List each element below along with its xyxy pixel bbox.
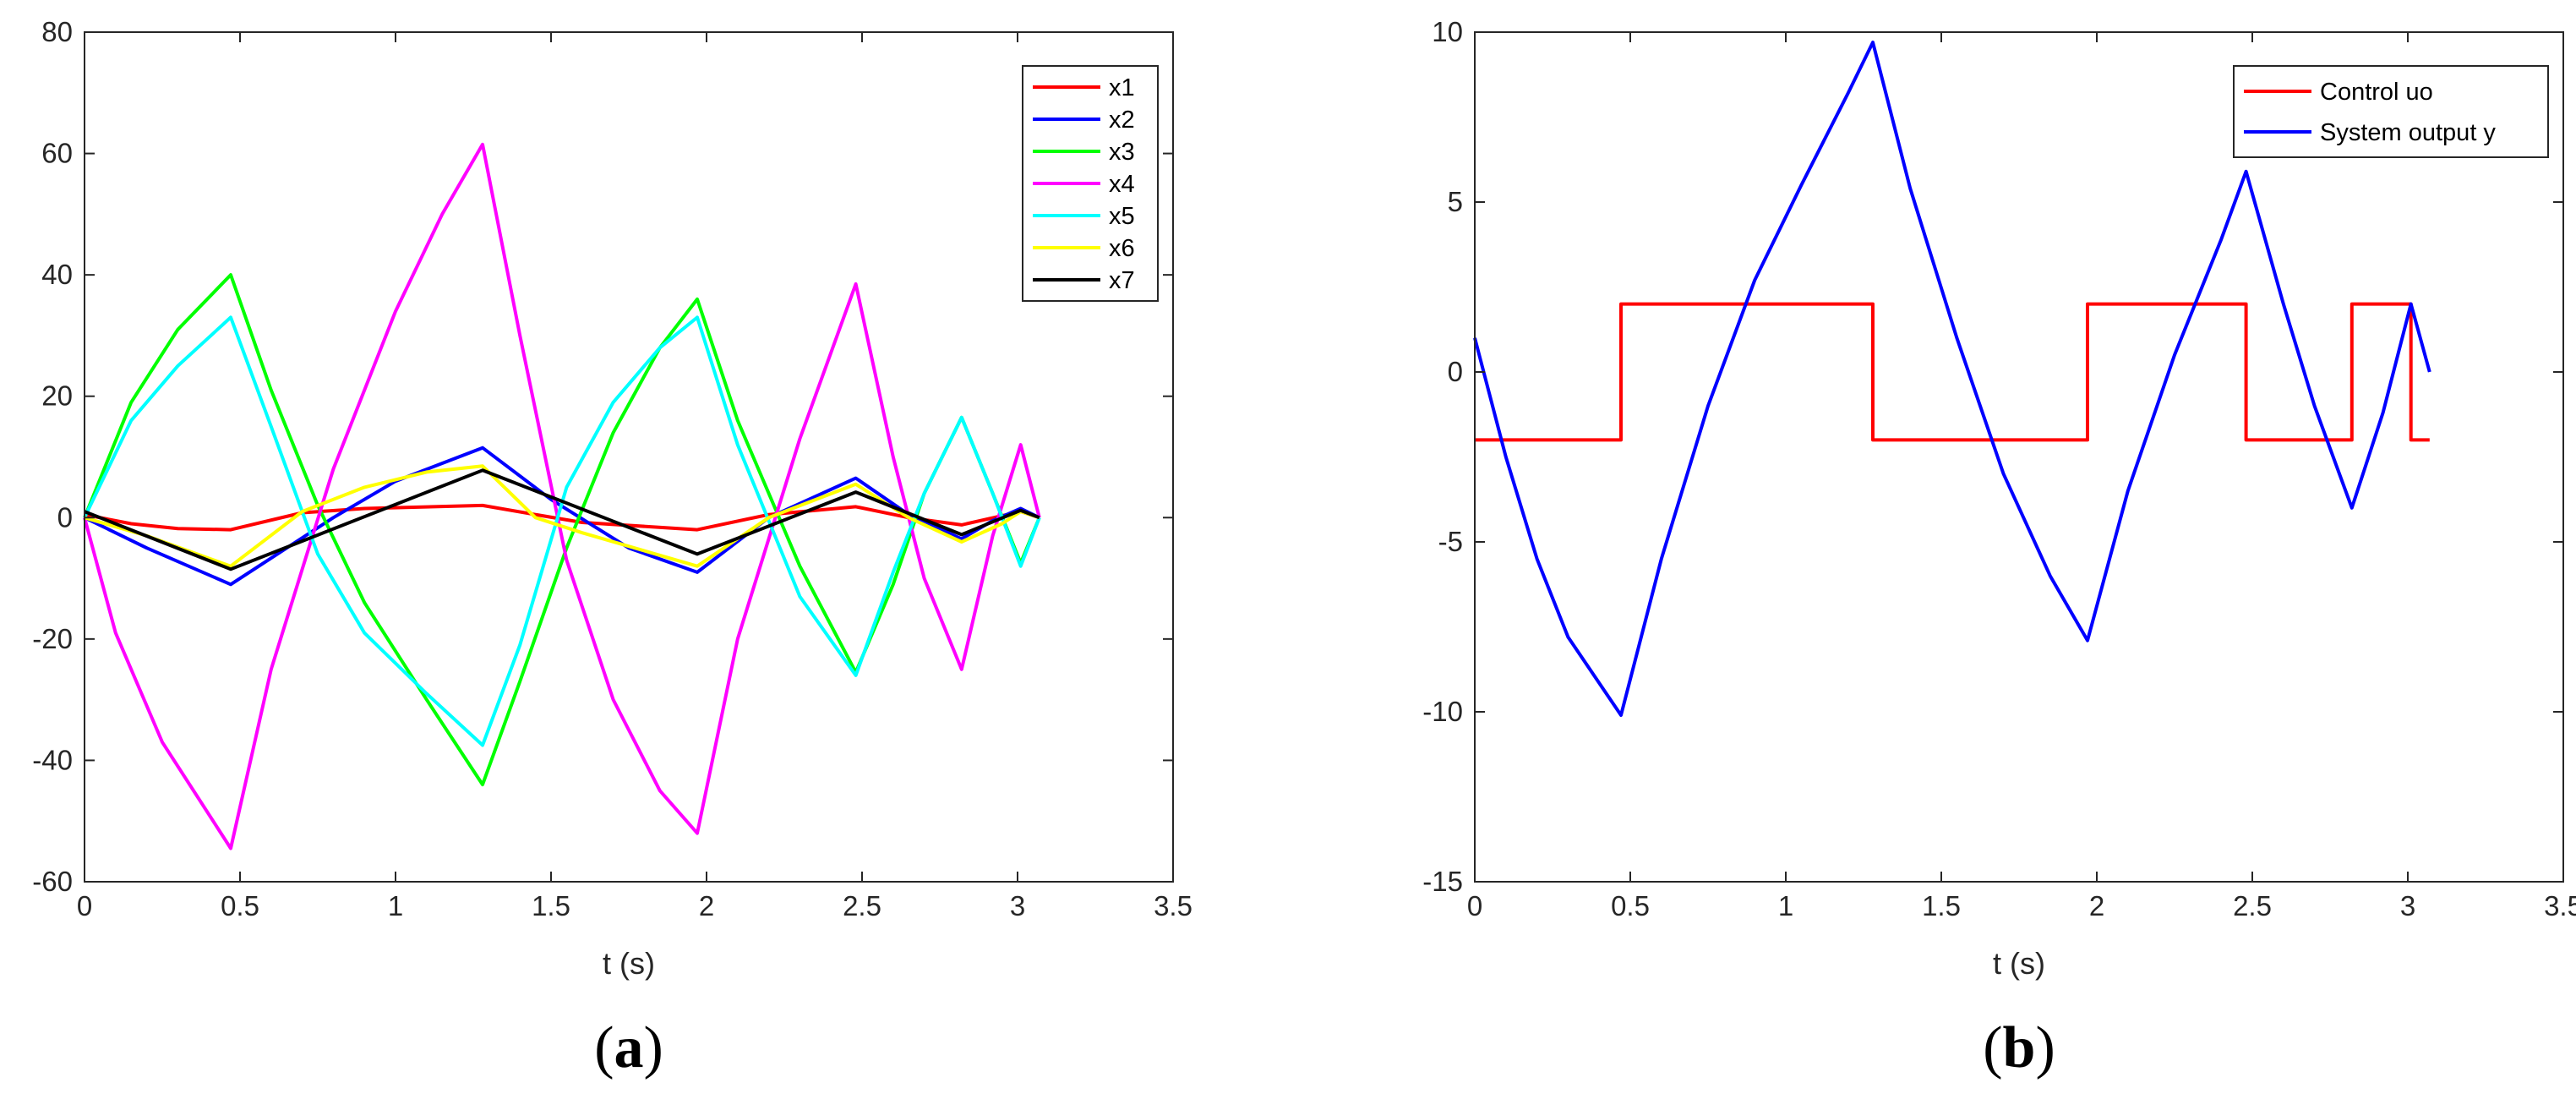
y-tick-label: -15 <box>1422 866 1463 897</box>
x-tick-label: 3 <box>1010 890 1025 921</box>
caption-letter-b: b <box>2003 1015 2036 1080</box>
x-axis-label-a: t (s) <box>603 946 655 981</box>
y-tick-label: -20 <box>32 623 73 654</box>
y-tick-label: -60 <box>32 866 73 897</box>
legend-box <box>2233 65 2549 158</box>
caption-b: (b) <box>1983 1015 2055 1080</box>
x-tick-label: 2 <box>699 890 714 921</box>
caption-a: (a) <box>594 1015 663 1080</box>
plot-frame-b <box>1474 31 2564 883</box>
x-tick-label: 1 <box>388 890 403 921</box>
series-line-x7 <box>84 468 1040 571</box>
x-tick-label: 0 <box>1467 890 1482 921</box>
chart-panel-b: 0 0.5 1 1.5 2 2.5 3 3.5 -15 -10 -5 0 5 10 t (s) Contr… <box>1422 16 2576 1080</box>
x-tick-label: 1.5 <box>532 890 570 921</box>
series-group-b <box>1473 41 2431 717</box>
series-line-system-output-y <box>1473 41 2431 717</box>
y-tick-label: 10 <box>1432 16 1463 47</box>
legend-label: System output y <box>2320 119 2496 146</box>
plot-frame-a <box>84 31 1174 883</box>
legend-label: x5 <box>1109 203 1135 230</box>
plot-area-a <box>85 32 1173 882</box>
y-tick-label: -40 <box>32 744 73 775</box>
legend-label: x3 <box>1109 139 1135 166</box>
y-tick-label: 60 <box>41 138 73 169</box>
x-tick-label: 1 <box>1778 890 1793 921</box>
legend-label: x2 <box>1109 107 1135 134</box>
legend-label: x6 <box>1109 235 1135 262</box>
series-group-a <box>83 142 1041 850</box>
y-tick-label: -5 <box>1438 526 1463 557</box>
y-tick-label: 80 <box>41 16 73 47</box>
legend-b: Control uo System output y <box>2233 65 2549 158</box>
legend-label: x7 <box>1109 267 1135 294</box>
series-line-x5 <box>83 315 1041 747</box>
series-line-x1 <box>84 503 1040 532</box>
x-tick-label: 2.5 <box>2233 890 2272 921</box>
x-tick-label: 2.5 <box>843 890 881 921</box>
legend-label: x4 <box>1109 171 1135 198</box>
x-tick-label: 0 <box>77 890 92 921</box>
x-tick-label: 0.5 <box>1611 890 1650 921</box>
y-tick-label: 40 <box>41 259 73 290</box>
legend-label: Control uo <box>2320 79 2433 106</box>
series-line-x6 <box>84 464 1040 568</box>
series-line-control-uo <box>1475 302 2430 442</box>
x-axis-label-b: t (s) <box>1993 946 2045 981</box>
tick-group-a: 0 0.5 1 1.5 2 2.5 3 3.5 -60 -40 -20 0 20 40 60 80 <box>32 16 1192 921</box>
x-tick-label: 3.5 <box>1154 890 1192 921</box>
legend-a: x1 x2 x3 x4 x5 x6 x7 <box>1022 65 1159 302</box>
x-tick-label: 1.5 <box>1922 890 1961 921</box>
legend-label: x1 <box>1109 74 1135 101</box>
y-tick-label: 20 <box>41 380 73 412</box>
x-tick-label: 2 <box>2089 890 2104 921</box>
chart-panel-a: 0 0.5 1 1.5 2 2.5 3 3.5 -60 -40 -20 0 20 40 60 80 t (s)… <box>32 16 1192 1080</box>
caption-letter-a: a <box>614 1015 644 1080</box>
x-tick-label: 3.5 <box>2544 890 2576 921</box>
y-tick-label: 5 <box>1448 186 1463 217</box>
x-tick-label: 0.5 <box>221 890 259 921</box>
series-line-x4 <box>83 142 1041 850</box>
plot-area-b <box>1475 32 2563 882</box>
tick-group-b: 0 0.5 1 1.5 2 2.5 3 3.5 -15 -10 -5 0 5 10 <box>1422 16 2576 921</box>
y-tick-label: 0 <box>57 501 73 533</box>
y-tick-label: -10 <box>1422 696 1463 727</box>
y-tick-label: 0 <box>1448 356 1463 387</box>
x-tick-label: 3 <box>2400 890 2415 921</box>
